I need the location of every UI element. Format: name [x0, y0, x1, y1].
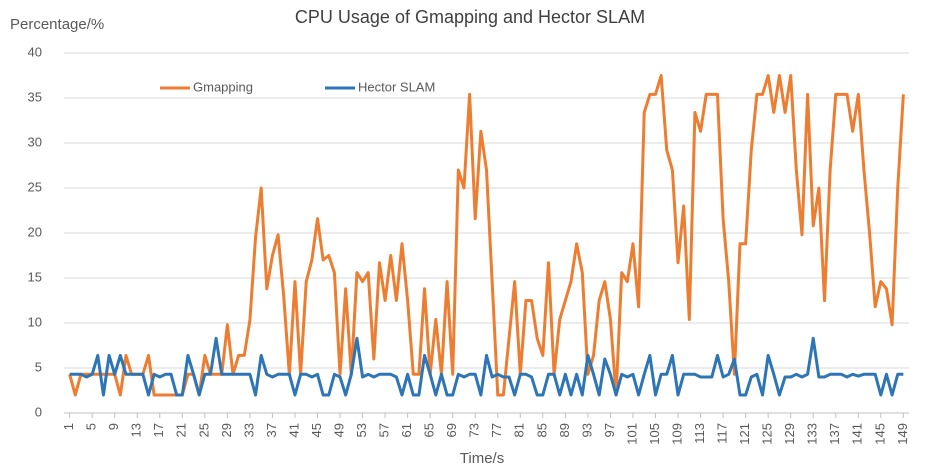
x-tick-label: 33 [241, 423, 256, 437]
x-tick-label: 9 [106, 423, 121, 430]
y-tick-label: 5 [35, 359, 42, 374]
series-line [69, 336, 904, 397]
x-tick-label: 29 [219, 423, 234, 437]
x-tick-label: 141 [850, 423, 865, 445]
x-tick-label: 1 [61, 423, 76, 430]
series-line [68, 74, 905, 397]
y-tick-label: 10 [28, 314, 42, 329]
x-tick-label: 129 [782, 423, 797, 445]
x-tick-label: 145 [872, 423, 887, 445]
x-tick-label: 113 [692, 423, 707, 444]
x-tick-label: 77 [489, 423, 504, 437]
x-tick-label: 149 [895, 423, 910, 445]
y-axis-label: Percentage/% [10, 16, 104, 33]
x-tick-label: 21 [174, 423, 189, 437]
x-tick-label: 41 [286, 423, 301, 437]
x-tick-label: 13 [129, 423, 144, 437]
x-tick-label: 109 [669, 423, 684, 445]
x-tick-label: 89 [557, 423, 572, 437]
x-tick-label: 17 [151, 423, 166, 437]
x-tick-label: 137 [827, 423, 842, 445]
x-tick-label: 105 [647, 423, 662, 445]
legend-label: Hector SLAM [358, 79, 435, 94]
x-axis-label: Time/s [460, 450, 504, 467]
x-tick-label: 121 [737, 423, 752, 445]
x-tick-label: 5 [84, 423, 99, 430]
x-tick-label: 117 [715, 423, 730, 444]
x-tick-label: 93 [579, 423, 594, 437]
y-tick-label: 25 [28, 179, 42, 194]
legend-label: Gmapping [193, 79, 253, 94]
x-tick-label: 65 [422, 423, 437, 437]
y-tick-label: 0 [35, 404, 42, 419]
x-tick-label: 125 [760, 423, 775, 445]
x-tick-label: 81 [512, 423, 527, 437]
y-tick-label: 40 [28, 44, 42, 59]
x-tick-label: 57 [377, 423, 392, 437]
x-tick-label: 25 [196, 423, 211, 437]
y-tick-label: 15 [28, 269, 42, 284]
x-tick-label: 85 [534, 423, 549, 437]
x-tick-label: 53 [354, 423, 369, 437]
y-tick-label: 30 [28, 134, 42, 149]
x-tick-label: 97 [602, 423, 617, 437]
x-tick-label: 69 [444, 423, 459, 437]
x-tick-label: 45 [309, 423, 324, 437]
x-tick-label: 101 [624, 423, 639, 445]
y-tick-label: 35 [28, 89, 42, 104]
x-tick-label: 73 [467, 423, 482, 437]
x-tick-label: 61 [399, 423, 414, 437]
x-tick-label: 49 [331, 423, 346, 437]
x-tick-label: 133 [805, 423, 820, 445]
y-tick-label: 20 [28, 224, 42, 239]
chart-title: CPU Usage of Gmapping and Hector SLAM [295, 7, 645, 27]
x-tick-label: 37 [264, 423, 279, 437]
